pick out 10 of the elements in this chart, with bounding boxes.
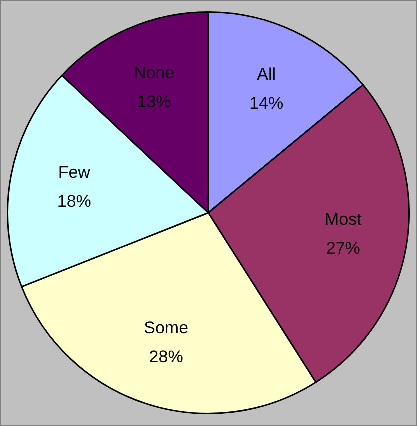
slice-label: Most <box>324 210 362 230</box>
slice-label: Few <box>58 163 92 182</box>
slice-label: None <box>134 63 175 82</box>
slice-label: Some <box>144 318 189 338</box>
data-label: 28% <box>149 348 184 367</box>
data-label: 27% <box>326 239 360 258</box>
data-label: 18% <box>57 192 92 212</box>
data-label: 14% <box>250 94 284 114</box>
slice-label: All <box>257 65 276 84</box>
data-label: 13% <box>137 92 172 112</box>
